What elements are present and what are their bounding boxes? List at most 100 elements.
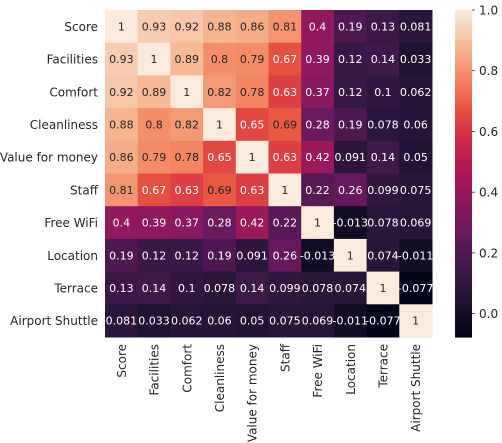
heatmap-cell (301, 75, 335, 109)
colorbar-segment (455, 67, 472, 71)
row-tick-labels: Score Facilities Comfort Cleanliness Value f… (0, 20, 99, 328)
cell-value-label: 0.06 (403, 118, 428, 131)
colorbar-segment (455, 192, 472, 196)
colorbar-segment (455, 233, 472, 237)
heatmap-cell (137, 173, 171, 207)
cell-value-label: 0.8 (211, 53, 229, 66)
cell-value-label: 0.39 (305, 53, 330, 66)
colorbar-segment (455, 304, 472, 308)
cell-value-label: 1 (183, 86, 190, 99)
heatmap-cell (170, 140, 204, 174)
colorbar-segment (455, 323, 472, 327)
cell-value-label: 0.22 (273, 217, 298, 230)
cell-value-label: 0.12 (142, 249, 167, 262)
heatmap-cell (399, 271, 433, 305)
colorbar-segment (455, 31, 472, 36)
colorbar-segment (455, 146, 472, 150)
colorbar-segment (455, 45, 472, 49)
colorbar-segment (455, 222, 472, 226)
colorbar-tick-label: 0.6 (479, 125, 498, 139)
heatmap-cell (235, 108, 269, 142)
column-label: Score (115, 344, 129, 378)
colorbar-segment (455, 312, 472, 316)
colorbar-segment (455, 211, 472, 215)
cell-value-label: 0.14 (142, 282, 167, 295)
cell-value-label: 0.42 (240, 217, 265, 230)
heatmap-cell (235, 75, 269, 109)
heatmap-cell (333, 10, 368, 44)
colorbar-segment (455, 263, 472, 267)
cell-value-label: 0.13 (371, 20, 396, 33)
heatmap-cell (399, 10, 433, 44)
row-label: Facilities (47, 53, 98, 67)
column-label: Value for money (246, 344, 260, 442)
heatmap-cell (170, 42, 204, 76)
colorbar-segment (455, 75, 472, 79)
colorbar-segment (455, 187, 472, 191)
heatmap-cell (170, 10, 204, 44)
colorbar-segment (455, 121, 472, 126)
heatmap-cell (235, 206, 269, 240)
heatmap-cell (137, 140, 171, 174)
cell-value-label: 0.099 (367, 184, 399, 197)
heatmap-cell (366, 75, 400, 109)
heatmap-cell (203, 140, 237, 174)
colorbar-segment (455, 206, 472, 210)
cell-value-label: 0.67 (273, 53, 298, 66)
cell-value-label: 0.14 (371, 151, 396, 164)
colorbar-segment (455, 20, 472, 25)
row-label: Value for money (0, 151, 98, 165)
cell-value-label: 0.92 (109, 86, 134, 99)
cell-value-label: 0.062 (400, 86, 432, 99)
column-label: Airport Shuttle (409, 344, 423, 432)
heatmap-cell (170, 238, 204, 273)
heatmap-cell (301, 10, 335, 44)
cell-value-label: 0.37 (175, 217, 200, 230)
cell-value-label: 0.79 (240, 53, 265, 66)
cell-value-label: 0.062 (171, 315, 203, 328)
colorbar-segment (455, 328, 472, 333)
heatmap-cell (203, 75, 237, 109)
cell-value-label: 0.075 (269, 315, 301, 328)
cell-value-label: 0.63 (273, 86, 298, 99)
colorbar-segment (455, 178, 472, 183)
heatmap-cell (235, 140, 269, 174)
cell-value-label: 0.28 (207, 217, 232, 230)
cell-value-label: 0.42 (305, 151, 330, 164)
colorbar-segment (455, 97, 472, 101)
heatmap-cell (235, 304, 269, 338)
colorbar-segment (455, 203, 472, 207)
heatmap-cell (333, 173, 368, 207)
heatmap-cells (105, 10, 433, 338)
colorbar-segment (455, 255, 472, 259)
colorbar-segment (455, 12, 472, 17)
cell-value-label: 0.88 (109, 118, 134, 131)
colorbar-segment (455, 298, 472, 303)
colorbar-segment (455, 173, 472, 177)
cell-value-label: 0.075 (400, 184, 432, 197)
colorbar-segment (455, 138, 472, 142)
cell-value-label: -0.011 (398, 249, 433, 262)
cell-value-label: 0.091 (236, 249, 268, 262)
heatmap-cell (301, 304, 335, 338)
colorbar-segment (455, 56, 472, 60)
colorbar-segment (455, 230, 472, 235)
colorbar-segment (455, 132, 472, 136)
colorbar-segment (455, 315, 472, 319)
cell-value-label: 0.37 (305, 86, 330, 99)
cell-value-label: 0.78 (240, 86, 265, 99)
cell-value-label: 0.81 (273, 20, 298, 33)
heatmap-cell (399, 173, 433, 207)
cell-value-label: 0.69 (207, 184, 232, 197)
colorbar-segment (455, 148, 472, 153)
cell-value-label: 0.4 (113, 217, 131, 230)
heatmap-cell (333, 271, 368, 305)
colorbar-segment (455, 320, 472, 324)
heatmap-cell (170, 75, 204, 109)
heatmap-cell (170, 271, 204, 305)
heatmap-cell (235, 271, 269, 305)
heatmap-cell (137, 238, 171, 273)
cell-value-label: 0.39 (142, 217, 167, 230)
colorbar-segment (455, 37, 472, 41)
heatmap-cell (137, 10, 171, 44)
